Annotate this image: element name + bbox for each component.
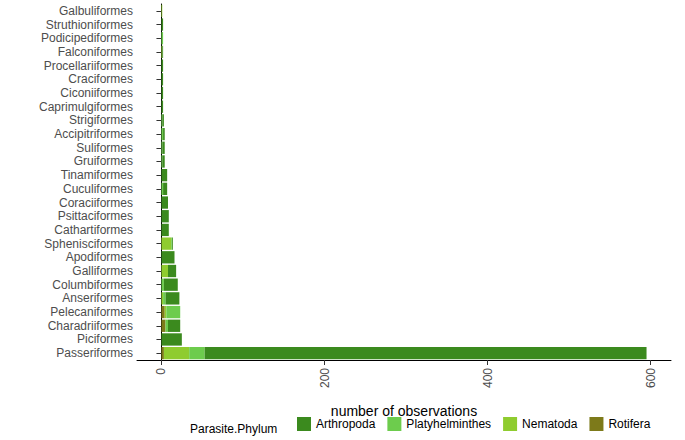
svg-text:Galliformes: Galliformes bbox=[72, 264, 133, 278]
svg-text:Parasite.Phylum: Parasite.Phylum bbox=[190, 422, 277, 436]
svg-text:Caprimulgiformes: Caprimulgiformes bbox=[39, 100, 133, 114]
svg-text:Ciconiiformes: Ciconiiformes bbox=[60, 86, 133, 100]
svg-text:Accipitriformes: Accipitriformes bbox=[54, 127, 133, 141]
svg-text:Columbiformes: Columbiformes bbox=[52, 278, 133, 292]
svg-text:400: 400 bbox=[481, 368, 495, 388]
svg-text:Rotifera: Rotifera bbox=[608, 417, 650, 431]
svg-text:0: 0 bbox=[154, 368, 168, 375]
svg-text:Galbuliformes: Galbuliformes bbox=[59, 4, 133, 18]
svg-text:Charadriiformes: Charadriiformes bbox=[48, 319, 133, 333]
svg-text:Falconiformes: Falconiformes bbox=[58, 45, 133, 59]
svg-text:Arthropoda: Arthropoda bbox=[316, 417, 376, 431]
svg-text:Passeriformes: Passeriformes bbox=[56, 346, 133, 360]
svg-text:Nematoda: Nematoda bbox=[522, 417, 578, 431]
svg-text:Struthioniformes: Struthioniformes bbox=[46, 18, 133, 32]
svg-text:Suliformes: Suliformes bbox=[76, 141, 133, 155]
svg-text:Strigiformes: Strigiformes bbox=[69, 113, 133, 127]
svg-text:Pelecaniformes: Pelecaniformes bbox=[50, 305, 133, 319]
svg-text:Sphenisciformes: Sphenisciformes bbox=[44, 237, 133, 251]
svg-text:Procellariiformes: Procellariiformes bbox=[44, 59, 133, 73]
svg-text:Psittaciformes: Psittaciformes bbox=[58, 209, 133, 223]
svg-text:Podicipediformes: Podicipediformes bbox=[41, 31, 133, 45]
svg-text:Apodiformes: Apodiformes bbox=[66, 250, 133, 264]
svg-text:Platyhelminthes: Platyhelminthes bbox=[406, 417, 491, 431]
svg-text:Cuculiformes: Cuculiformes bbox=[63, 182, 133, 196]
svg-text:Anseriformes: Anseriformes bbox=[62, 291, 133, 305]
svg-text:Tinamiformes: Tinamiformes bbox=[61, 168, 133, 182]
svg-text:Craciformes: Craciformes bbox=[68, 72, 133, 86]
svg-text:Piciformes: Piciformes bbox=[77, 332, 133, 346]
svg-text:Coraciiformes: Coraciiformes bbox=[59, 196, 133, 210]
svg-text:200: 200 bbox=[318, 368, 332, 388]
svg-text:Gruiformes: Gruiformes bbox=[74, 154, 133, 168]
svg-text:600: 600 bbox=[644, 368, 658, 388]
svg-text:number of observations: number of observations bbox=[330, 403, 478, 419]
svg-text:Cathartiformes: Cathartiformes bbox=[54, 223, 133, 237]
